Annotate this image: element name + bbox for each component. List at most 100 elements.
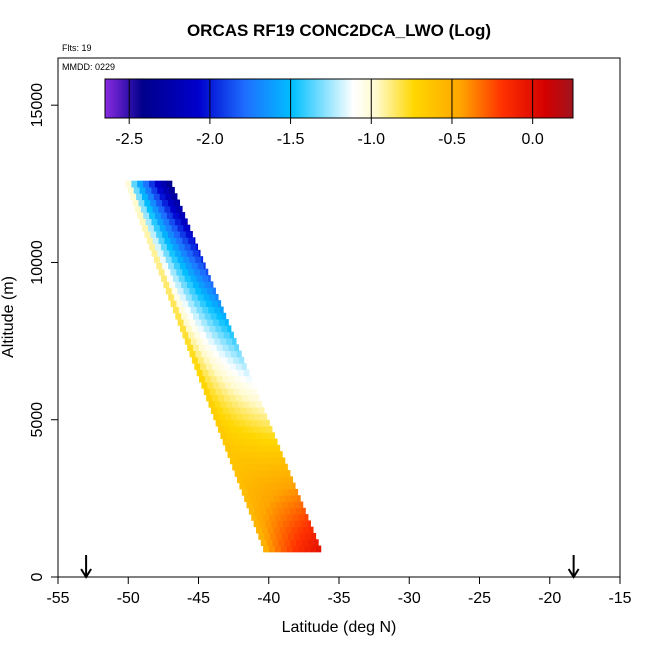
profile-cell [235,394,243,402]
profile-cell [191,356,199,364]
profile-cell [274,451,282,458]
profile-cell [214,337,221,345]
profile-cell [201,287,208,295]
profile-cell [160,212,168,219]
profile-cell [286,545,294,553]
profile-cell [241,394,248,402]
profile-cell [136,193,143,201]
profile-cell [249,432,257,440]
profile-cell [214,369,221,377]
profile-cell [181,249,188,257]
profile-cell [203,388,211,396]
profile-cell [310,545,317,553]
profile-cell [207,319,214,326]
profile-cell [235,426,243,433]
profile-cell [199,375,206,383]
profile-cell [272,476,279,484]
profile-cell [157,218,164,226]
profile-cell [217,394,225,402]
profile-cell [152,205,160,213]
colorbar-tick-label: -1.0 [357,131,385,148]
profile-cell [228,438,236,446]
profile-cell [196,306,203,314]
profile-cell [249,463,257,471]
profile-cell [227,356,234,364]
profile-cell [280,514,288,521]
profile-cell [209,388,217,396]
profile-cell [289,520,296,528]
profile-cell [238,463,245,471]
profile-cell [139,218,147,226]
date-label: MMDD: 0229 [62,62,115,72]
profile-cell [301,507,306,515]
profile-cell [187,344,194,352]
x-axis-label: Latitude (deg N) [282,619,397,636]
profile-cell [248,507,256,515]
profile-cell [195,287,202,295]
profile-cell [177,319,185,326]
profile-cell [276,532,283,540]
profile-cell [241,488,249,496]
profile-cell [215,419,223,427]
profile-cell [189,224,191,232]
profile-cell [233,356,240,364]
profile-cell [272,444,279,452]
profile-cell [216,375,224,383]
profile-cell [261,463,269,471]
profile-cell [266,413,268,421]
x-tick-label: -55 [46,590,69,607]
profile-cell [157,186,164,194]
x-tick-label: -50 [117,590,140,607]
profile-cell [283,520,290,528]
profile-cell [194,300,201,307]
profile-cell [260,476,268,484]
profile-cell [266,539,274,547]
profile-cell [154,180,162,188]
profile-cell [252,470,259,477]
profile-cell [220,306,224,314]
profile-cell [248,476,256,484]
profile-cell [132,199,139,207]
profile-cell [292,514,299,521]
profile-cell [175,281,182,289]
profile-cell [293,532,301,540]
profile-cell [283,488,290,496]
profile-cell [264,532,271,540]
profile-cell [268,451,276,458]
profile-cell [284,476,291,484]
profile-cell [176,205,183,213]
profile-cell [162,262,169,270]
profile-cell [254,413,261,421]
profile-cell [141,193,149,201]
profile-cell [223,426,231,433]
profile-cell [125,180,132,188]
profile-cell [222,407,230,414]
profile-cell [195,319,202,326]
profile-cell [242,381,250,389]
profile-cell [173,199,181,207]
profile-cell [258,501,265,509]
colorbar-tick-label: -2.5 [115,131,143,148]
profile-cell [175,218,182,226]
profile-cell [231,444,238,452]
profile-cell [241,426,249,433]
chart-title: ORCAS RF19 CONC2DCA_LWO (Log) [187,21,491,40]
profile-cell [242,413,250,421]
profile-cell [241,457,249,465]
profile-cell [189,256,196,263]
profile-cell [215,356,222,364]
profile-cell [193,344,200,352]
profile-cell [252,501,259,509]
colorbar-ticks: -2.5 -2.0 -1.5 -1.0 -0.5 0.0 [115,79,544,148]
profile-cell [292,482,296,490]
profile-cell [210,344,218,352]
profile-cell [213,287,216,295]
profile-cell [152,237,160,245]
profile-cell [201,350,208,358]
profile-cell [182,237,189,245]
profile-cell [281,470,289,477]
profile-cell [203,325,211,333]
profile-cell [266,476,273,484]
profile-cell [225,444,232,452]
profile-cell [137,212,144,219]
